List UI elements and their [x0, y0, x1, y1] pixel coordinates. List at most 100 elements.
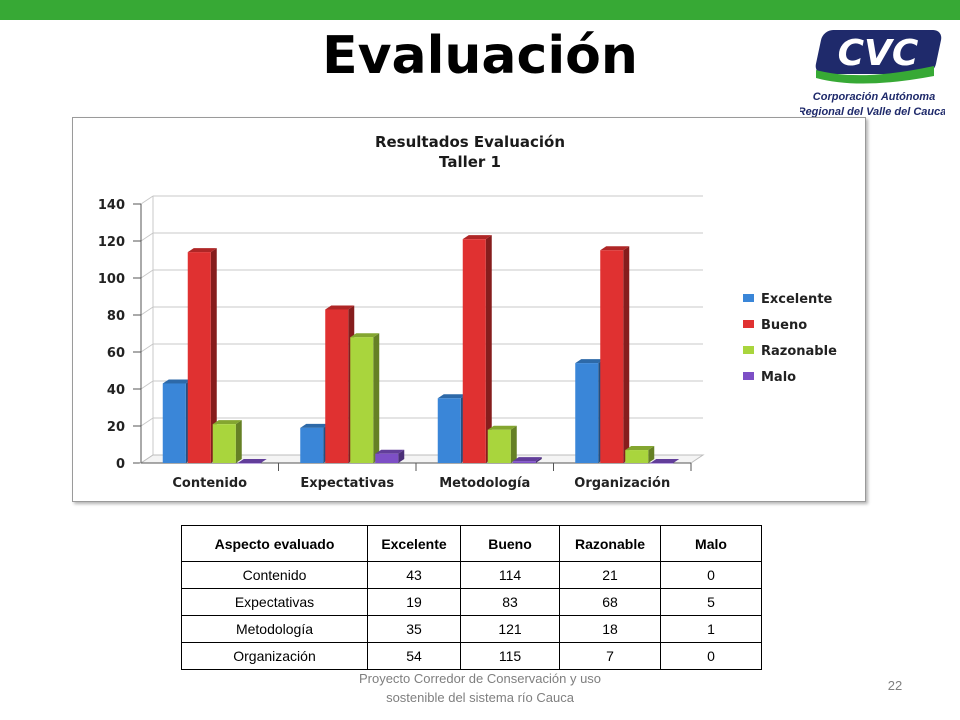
bar — [650, 463, 674, 464]
table-row: Metodología 35 121 18 1 — [181, 615, 762, 643]
table-cell: 5 — [660, 588, 762, 616]
legend-swatch — [743, 372, 754, 380]
bar-side — [398, 449, 405, 463]
table-header-row: Aspecto evaluado Excelente Bueno Razonable M… — [181, 525, 762, 562]
x-tick-label: Metodología — [439, 476, 530, 491]
slide-number: 22 — [887, 678, 903, 693]
y-tick-label: 100 — [98, 272, 125, 287]
table-cell: 54 — [367, 642, 461, 670]
bar-top — [437, 394, 467, 399]
legend-label: Malo — [761, 370, 796, 385]
table-cell: Metodología — [181, 615, 368, 643]
table-cell: 21 — [559, 561, 661, 589]
table-cell: 0 — [660, 642, 762, 670]
bar-side — [373, 333, 380, 463]
bar — [575, 363, 599, 463]
y-tick-label: 0 — [116, 457, 125, 472]
bar-top — [650, 459, 680, 463]
logo-subtitle-line1: Corporación Autónoma — [813, 91, 935, 103]
table-header-cell: Malo — [660, 525, 762, 562]
bar-side — [235, 420, 242, 463]
table-body: Contenido 43 114 21 0 Expectativas 19 83 68 5 Meto… — [181, 561, 762, 670]
y-tick-label: 20 — [107, 420, 125, 435]
y-tick-label: 60 — [107, 346, 125, 361]
gridline-side — [140, 306, 154, 316]
footer-line-2: sostenible del sistema río Cauca — [386, 690, 574, 705]
logo-badge — [815, 30, 942, 84]
bar — [600, 250, 624, 463]
table-cell: 19 — [367, 588, 461, 616]
bar — [350, 337, 374, 463]
x-tick-label: Organización — [574, 476, 670, 491]
gridline-side — [140, 269, 154, 279]
top-accent-bar — [0, 0, 960, 20]
gridline-side — [140, 343, 154, 353]
table-header-cell: Bueno — [460, 525, 560, 562]
table-cell: 18 — [559, 615, 661, 643]
bar-top — [212, 420, 242, 425]
x-tick-label: Expectativas — [300, 476, 394, 491]
bar — [212, 424, 236, 463]
logo-text: CVC — [838, 33, 919, 74]
gridline-side — [140, 417, 154, 427]
chart-frame: Resultados Evaluación Taller 1 0 20 40 60 80… — [72, 117, 866, 502]
table-cell: Contenido — [181, 561, 368, 589]
bar — [462, 239, 486, 463]
gridline-side — [140, 195, 154, 205]
chart-title: Resultados Evaluación — [375, 133, 565, 151]
bar-chart: Resultados Evaluación Taller 1 0 20 40 60 80… — [98, 133, 837, 491]
bar-top — [300, 423, 330, 428]
chart-subtitle: Taller 1 — [439, 153, 501, 171]
y-tick-label: 140 — [98, 198, 125, 213]
bar-top — [625, 446, 655, 451]
bar — [625, 450, 649, 463]
bar-top — [575, 359, 605, 364]
bar-top — [600, 246, 630, 251]
y-tick-label: 40 — [107, 383, 125, 398]
legend-label: Bueno — [761, 318, 807, 333]
bar-side — [648, 446, 655, 463]
gridline-side — [140, 380, 154, 390]
table-cell: Expectativas — [181, 588, 368, 616]
results-table: Aspecto evaluado Excelente Bueno Razonable M… — [181, 525, 762, 670]
table-cell: 43 — [367, 561, 461, 589]
table-cell: 1 — [660, 615, 762, 643]
bar-top — [162, 379, 192, 384]
bar-top — [350, 333, 380, 338]
y-tick-label: 120 — [98, 235, 125, 250]
bar-side — [535, 457, 542, 463]
bar-top — [512, 457, 542, 462]
bar-top — [237, 459, 267, 463]
table-header-cell: Razonable — [559, 525, 661, 562]
bar — [300, 427, 324, 463]
table-cell: 121 — [460, 615, 560, 643]
bar — [325, 309, 349, 463]
table-header-cell: Excelente — [367, 525, 461, 562]
bar-side — [510, 425, 517, 463]
cvc-logo: CVC Corporación Autónoma Regional del Va… — [800, 30, 945, 118]
bar — [487, 429, 511, 463]
table-cell: 114 — [460, 561, 560, 589]
table-header-cell: Aspecto evaluado — [181, 525, 368, 562]
table-row: Contenido 43 114 21 0 — [181, 561, 762, 589]
x-tick-label: Contenido — [172, 476, 247, 491]
table-cell: 115 — [460, 642, 560, 670]
bar — [437, 398, 461, 463]
legend-swatch — [743, 320, 754, 328]
bar — [162, 383, 186, 463]
y-tick-label: 80 — [107, 309, 125, 324]
table-row: Expectativas 19 83 68 5 — [181, 588, 762, 616]
table-cell: 83 — [460, 588, 560, 616]
table-cell: 68 — [559, 588, 661, 616]
bar-side — [485, 235, 492, 463]
legend-swatch — [743, 294, 754, 302]
bar — [187, 252, 211, 463]
footer-line-1: Proyecto Corredor de Conservación y uso — [358, 671, 602, 686]
slide-footer: Proyecto Corredor de Conservación y uso … — [330, 669, 630, 707]
bar — [375, 453, 399, 463]
slide-title: Evaluación — [322, 26, 638, 86]
legend-label: Excelente — [761, 292, 833, 307]
bar-top — [187, 248, 217, 253]
bar-side — [623, 246, 630, 463]
bar-top — [325, 305, 355, 310]
